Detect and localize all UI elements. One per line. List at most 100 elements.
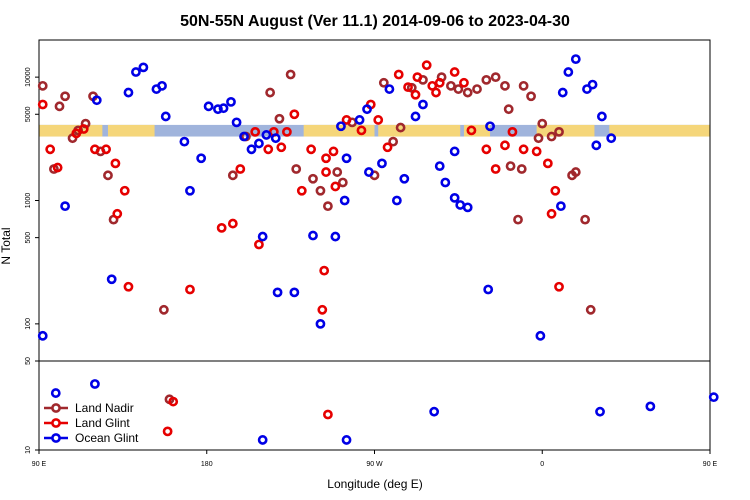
data-point: [708, 392, 719, 403]
data-point: [270, 133, 281, 144]
data-point: [580, 214, 591, 225]
data-point: [101, 144, 111, 155]
data-point: [239, 131, 249, 142]
data-point: [373, 115, 384, 125]
data-point: [54, 101, 65, 112]
data-point: [321, 167, 331, 177]
data-point: [483, 284, 494, 295]
data-point: [418, 99, 428, 110]
data-point: [384, 84, 395, 94]
y-tick-label: 1000: [25, 193, 32, 209]
data-point: [341, 153, 352, 164]
data-point: [71, 128, 82, 139]
data-point: [500, 80, 510, 91]
data-point: [341, 435, 352, 445]
data-point: [554, 126, 564, 137]
data-point: [550, 185, 561, 196]
data-point: [554, 281, 564, 292]
data-point: [231, 117, 242, 128]
data-point: [106, 274, 117, 285]
data-point: [289, 287, 300, 298]
data-point: [542, 158, 553, 169]
data-point: [431, 87, 441, 98]
data-point: [354, 115, 365, 125]
data-point: [481, 74, 492, 85]
data-point: [462, 202, 473, 213]
data-point: [356, 125, 367, 136]
data-point: [339, 195, 350, 206]
legend-marker: [51, 418, 61, 428]
data-point: [296, 185, 307, 196]
data-point: [395, 122, 406, 133]
data-point: [606, 133, 617, 144]
data-point: [254, 239, 264, 250]
data-point: [391, 195, 402, 206]
data-point: [462, 87, 473, 98]
data-point: [330, 231, 341, 242]
data-point: [472, 84, 482, 94]
data-point: [112, 208, 123, 219]
data-point: [535, 330, 546, 341]
data-point: [213, 104, 223, 115]
data-point: [595, 406, 605, 417]
data-point: [526, 91, 536, 102]
land-band-segment: [536, 124, 595, 137]
data-point: [157, 80, 167, 91]
data-point: [429, 406, 440, 417]
data-point: [226, 96, 236, 107]
legend-label: Land Nadir: [75, 401, 134, 415]
data-point: [337, 177, 348, 188]
x-axis-ticks: 90 E 180 90 W 0 90 E: [32, 450, 718, 468]
data-point: [218, 103, 229, 114]
data-point: [227, 218, 238, 229]
data-point: [263, 144, 274, 155]
land-band-segment: [463, 124, 491, 137]
data-point: [518, 80, 529, 91]
data-point: [203, 101, 214, 112]
legend-label: Land Glint: [75, 416, 130, 430]
data-point: [179, 136, 190, 147]
data-point: [308, 230, 318, 241]
data-point: [131, 67, 141, 77]
data-point: [336, 121, 346, 132]
data-point: [555, 201, 566, 212]
data-point: [91, 95, 102, 106]
data-point: [272, 287, 283, 298]
chart-title: 50N-55N August (Ver 11.1) 2014-09-06 to …: [180, 13, 570, 30]
data-point: [60, 201, 70, 212]
data-point: [45, 144, 56, 155]
data-point: [90, 379, 100, 389]
data-point: [403, 82, 413, 93]
data-point: [37, 99, 48, 110]
data-point: [533, 133, 544, 144]
data-point: [196, 153, 207, 164]
data-point: [449, 67, 460, 77]
data-point: [587, 79, 598, 90]
data-point: [306, 144, 317, 155]
data-point: [332, 167, 343, 177]
data-point: [37, 80, 48, 91]
x-tick-label: 90 E: [703, 461, 718, 468]
data-point: [261, 130, 272, 140]
data-point: [160, 111, 171, 122]
data-point: [78, 124, 89, 134]
data-point: [412, 72, 423, 83]
land-band-segment: [378, 124, 461, 137]
data-point: [319, 265, 330, 276]
data-point: [50, 388, 61, 398]
data-point: [289, 109, 300, 120]
data-point: [446, 80, 456, 91]
data-point: [341, 115, 352, 125]
data-point: [421, 60, 432, 71]
y-tick-label: 100: [25, 318, 32, 330]
data-point: [490, 164, 501, 174]
data-point: [570, 167, 581, 177]
data-point: [138, 62, 149, 73]
data-point: [276, 142, 287, 153]
data-point: [216, 222, 227, 233]
data-point: [485, 121, 495, 132]
data-point: [250, 126, 261, 137]
data-point: [582, 84, 592, 94]
data-point: [60, 91, 70, 102]
